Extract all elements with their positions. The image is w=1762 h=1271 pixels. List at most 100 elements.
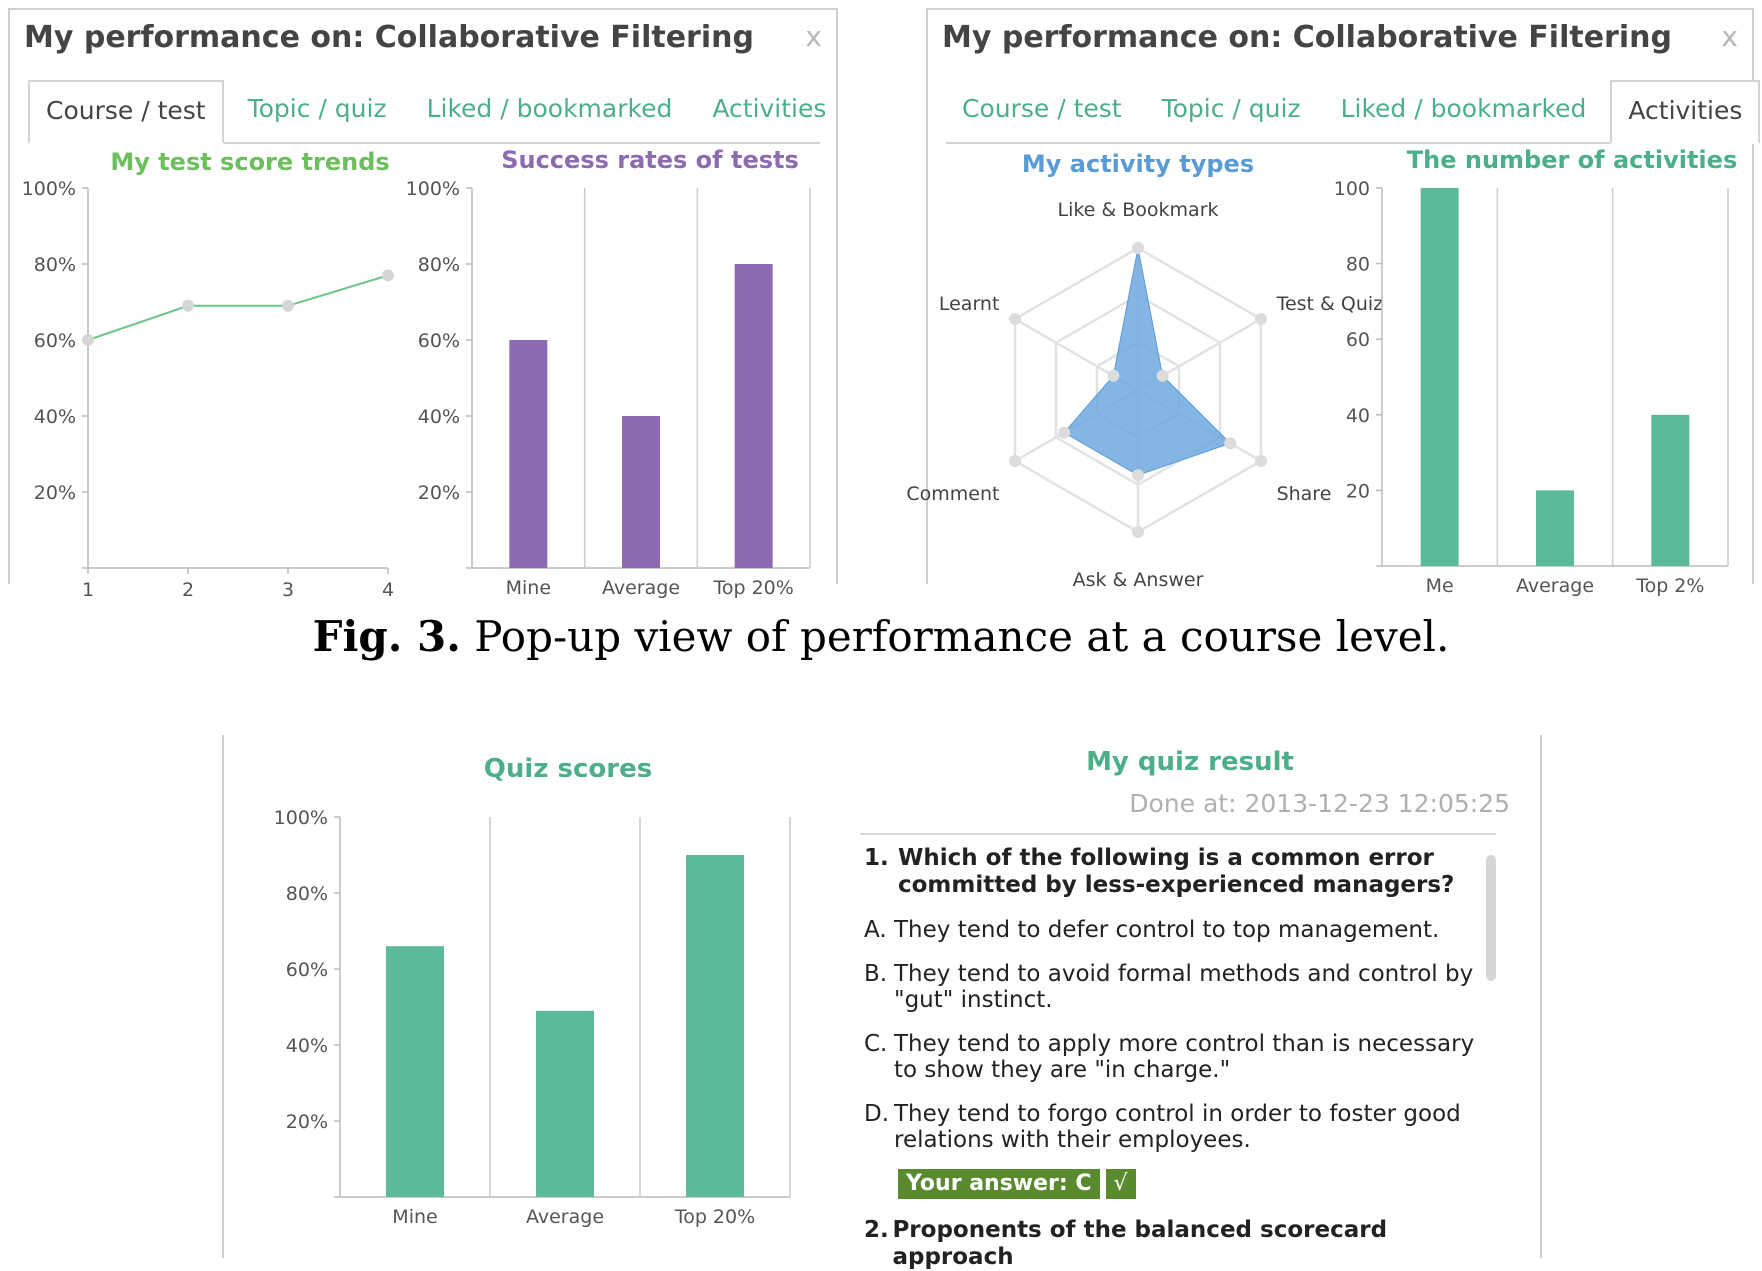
data-point <box>82 334 94 346</box>
radar-axis-label: Comment <box>906 483 999 505</box>
radar-vertex <box>1254 313 1267 325</box>
question-1: 1. Which of the following is a common er… <box>864 845 1484 899</box>
quiz-result: My quiz result Done at: 2013-12-23 12:05… <box>860 735 1520 1270</box>
success-rate-chart: 20% 40% 60% 80% 100% Mine Average Top 20% <box>406 178 811 599</box>
activity-count-chart: 20 40 60 80 100 Me Average Top 2% <box>1334 178 1729 597</box>
option-c: C. They tend to apply more control than … <box>864 1031 1484 1083</box>
x-tick-label: Me <box>1426 575 1454 597</box>
radar-axis-label: Share <box>1277 483 1332 505</box>
bar-chart-title: The number of activities <box>1407 146 1737 174</box>
data-point <box>1156 369 1169 382</box>
tab-course-test[interactable]: Course / test <box>962 94 1122 123</box>
figure-label: Fig. 3. <box>312 612 461 661</box>
tab-topic-quiz[interactable]: Topic / quiz <box>247 94 387 123</box>
data-point <box>1132 242 1144 254</box>
x-tick-label: Mine <box>392 1206 437 1228</box>
y-tick-label: 60 <box>1346 329 1370 351</box>
y-tick-label: 60% <box>34 330 76 352</box>
data-point <box>382 269 394 282</box>
data-point <box>1058 426 1071 439</box>
option-d: D. They tend to forgo control in order t… <box>864 1101 1484 1153</box>
series-line <box>87 274 389 341</box>
y-tick-label: 40% <box>34 406 76 428</box>
data-point <box>1224 437 1237 450</box>
option-letter: C. <box>864 1031 888 1057</box>
divider <box>860 833 1496 835</box>
y-tick-label: 20% <box>34 482 76 504</box>
scrollbar[interactable] <box>1486 855 1496 981</box>
x-tick-label: 3 <box>282 579 294 601</box>
answer-row: Your answer: C √ <box>898 1169 1484 1199</box>
figure-caption: Fig. 3. Pop-up view of performance at a … <box>0 612 1762 661</box>
question-text: Proponents of the balanced scorecard app… <box>892 1217 1388 1270</box>
bar-chart-title: Success rates of tests <box>501 146 799 174</box>
data-point <box>182 299 194 312</box>
option-text: They tend to defer control to top manage… <box>894 917 1440 943</box>
radar-vertex <box>1009 313 1022 325</box>
y-tick-label: 40% <box>286 1035 328 1057</box>
option-b: B. They tend to avoid formal methods and… <box>864 961 1484 1013</box>
bar-me <box>1420 188 1459 566</box>
question-number: 1. <box>864 845 889 871</box>
x-tick-label: 4 <box>382 579 394 601</box>
y-tick-label: 100% <box>22 178 76 200</box>
panel-title: My performance on: Collaborative Filteri… <box>942 20 1672 55</box>
tab-activities[interactable]: Activities <box>1610 80 1761 144</box>
y-tick-label: 80% <box>34 254 76 276</box>
radar-chart-title: My activity types <box>1022 150 1254 178</box>
tab-liked-bookmarked[interactable]: Liked / bookmarked <box>1340 94 1587 123</box>
bar-top-20- <box>734 264 773 568</box>
option-text: They tend to apply more control than is … <box>894 1031 1475 1083</box>
tab-topic-quiz[interactable]: Topic / quiz <box>1161 94 1301 123</box>
x-tick-label: Mine <box>506 577 551 599</box>
activity-radar-chart: Like & Bookmark Test & Quiz Share Ask & Ans… <box>906 199 1383 591</box>
data-point <box>282 299 294 312</box>
line-chart-title: My test score trends <box>110 148 389 176</box>
close-icon[interactable]: x <box>805 20 822 53</box>
x-tick-label: Average <box>1516 575 1594 597</box>
tab-liked-bookmarked[interactable]: Liked / bookmarked <box>426 94 673 123</box>
radar-vertex <box>1132 526 1144 538</box>
performance-panel-course: My performance on: Collaborative Filteri… <box>8 8 838 601</box>
quiz-panel: Quiz scores 20% 40% 60% 80% 100% Mine Average T… <box>222 735 1542 1270</box>
y-tick-label: 40% <box>418 406 460 428</box>
bar-average <box>622 416 660 568</box>
bar-average <box>1536 490 1574 566</box>
x-tick-label: Average <box>526 1206 604 1228</box>
y-tick-label: 80% <box>418 254 460 276</box>
y-tick-label: 100% <box>406 178 460 200</box>
score-trend-chart: 20% 40% 60% 80% 100% 1 2 3 4 <box>22 178 394 601</box>
option-text: They tend to avoid formal methods and co… <box>894 961 1474 1013</box>
tab-bar: Course / test Topic / quiz Liked / bookm… <box>946 80 1761 144</box>
radar-axis-label: Learnt <box>939 293 1000 315</box>
x-tick-label: Top 20% <box>712 577 793 599</box>
close-icon[interactable]: x <box>1721 20 1738 53</box>
caption-text: Pop-up view of performance at a course l… <box>474 612 1450 661</box>
y-tick-label: 20% <box>286 1111 328 1133</box>
y-tick-label: 80 <box>1346 254 1370 276</box>
y-tick-label: 20% <box>418 482 460 504</box>
y-tick-label: 60% <box>286 959 328 981</box>
radar-vertex <box>1254 455 1267 467</box>
radar-axis-label: Like & Bookmark <box>1057 199 1218 221</box>
radar-vertex <box>1009 455 1022 467</box>
quiz-result-title: My quiz result <box>1086 747 1294 777</box>
bar-mine <box>509 340 548 568</box>
bar-chart-title: Quiz scores <box>484 754 652 784</box>
y-tick-label: 40 <box>1346 405 1370 427</box>
quiz-score-chart: 20% 40% 60% 80% 100% Mine Average Top 20% <box>274 807 791 1228</box>
radar-axis-label: Test & Quiz <box>1276 293 1384 315</box>
question-text: Which of the following is a common error… <box>898 845 1455 898</box>
check-icon: √ <box>1105 1169 1136 1199</box>
question-2: 2. Proponents of the balanced scorecard … <box>864 1217 1484 1271</box>
option-letter: A. <box>864 917 887 943</box>
data-point <box>1132 469 1144 482</box>
tab-bar: Course / test Topic / quiz Liked / bookm… <box>28 80 826 144</box>
quiz-timestamp: Done at: 2013-12-23 12:05:25 <box>1129 789 1510 818</box>
bar-top-20- <box>686 855 744 1197</box>
bar-top-2- <box>1651 414 1690 566</box>
data-point <box>1107 369 1120 382</box>
tab-activities[interactable]: Activities <box>712 94 827 123</box>
tab-course-test[interactable]: Course / test <box>28 80 224 144</box>
option-a: A. They tend to defer control to top man… <box>864 917 1484 943</box>
